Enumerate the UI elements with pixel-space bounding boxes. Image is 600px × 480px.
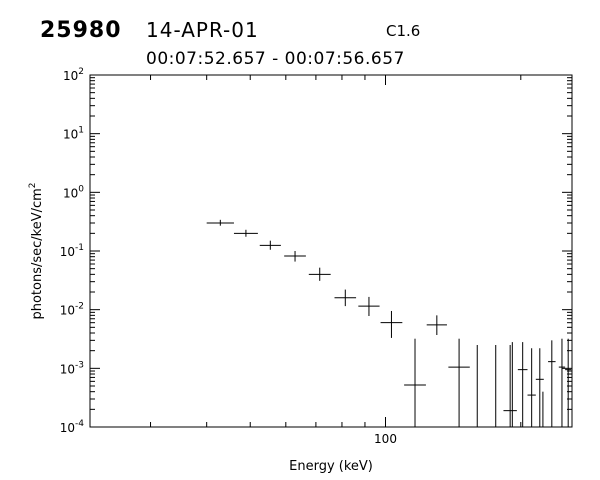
y-tick-label: 10-2	[60, 302, 84, 318]
y-tick-label-base: 10	[60, 421, 75, 435]
data-point	[426, 315, 447, 335]
data-point	[233, 229, 258, 237]
data-point	[358, 296, 380, 316]
data-point	[558, 338, 566, 427]
y-tick-label-exp: 1	[78, 126, 84, 136]
data-point	[565, 338, 572, 427]
event-id: 25980	[40, 18, 122, 43]
data-point	[503, 344, 517, 427]
y-tick-label: 100	[63, 184, 84, 200]
goes-class: C1.6	[386, 22, 421, 40]
data-point	[535, 348, 544, 427]
axis-ticks	[90, 74, 572, 428]
y-axis-label-exp: 2	[28, 182, 38, 188]
y-tick-label: 10-3	[60, 360, 84, 376]
data-point	[527, 348, 536, 427]
data-point	[489, 344, 503, 428]
y-tick-label-exp: 0	[78, 184, 84, 194]
y-tick-label: 10-4	[60, 419, 85, 435]
data-point	[259, 240, 281, 250]
y-axis-label: photons/sec/keV/cm2	[28, 182, 45, 319]
x-tick-label: 100	[374, 432, 397, 446]
y-tick-label-base: 10	[63, 69, 78, 83]
data-marks	[206, 219, 572, 428]
event-date: 14-APR-01	[146, 18, 259, 42]
y-tick-label-exp: -2	[75, 302, 84, 312]
data-point	[404, 338, 426, 427]
x-axis-label: Energy (keV)	[289, 459, 373, 474]
y-tick-label-base: 10	[60, 245, 75, 259]
data-point	[206, 219, 234, 226]
data-point	[334, 289, 357, 307]
time-range: 00:07:52.657 - 00:07:56.657	[146, 49, 405, 69]
y-tick-label-base: 10	[63, 186, 78, 200]
y-tick-label-exp: 2	[78, 67, 84, 77]
data-point	[308, 267, 331, 281]
y-tick-label-exp: -1	[75, 243, 84, 253]
plot-frame	[89, 74, 573, 428]
y-tick-label-base: 10	[60, 362, 75, 376]
y-tick-label-exp: -4	[75, 419, 84, 429]
data-point	[284, 251, 306, 262]
y-tick-label: 102	[63, 67, 84, 83]
y-tick-label: 101	[63, 126, 84, 142]
data-point	[517, 342, 528, 427]
data-point	[380, 310, 403, 338]
y-tick-label-base: 10	[60, 304, 75, 318]
y-axis-label-main: photons/sec/keV/cm	[30, 188, 45, 319]
data-point	[548, 340, 556, 427]
y-tick-label: 10-1	[60, 243, 84, 259]
y-tick-label-base: 10	[63, 128, 78, 142]
y-tick-label-exp: -3	[75, 360, 84, 370]
data-point	[448, 338, 470, 427]
